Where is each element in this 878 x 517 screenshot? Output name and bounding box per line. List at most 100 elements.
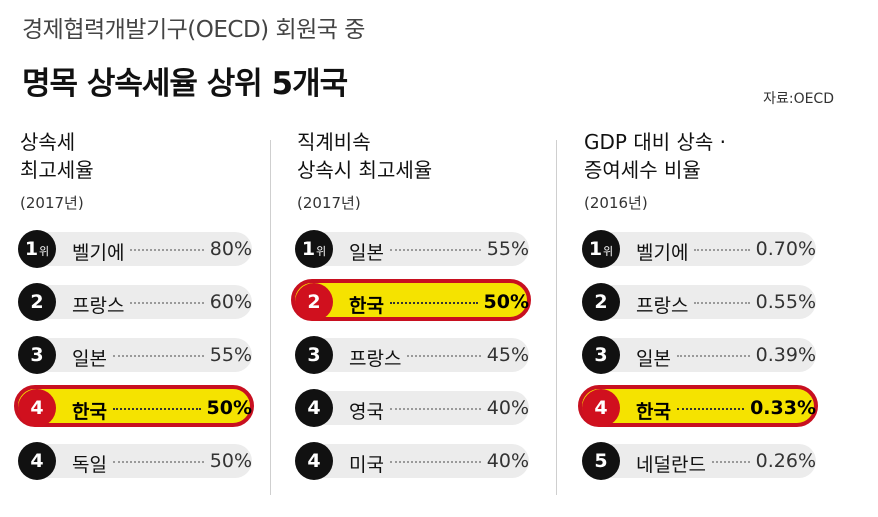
rank-suffix: 위 bbox=[603, 245, 614, 258]
ranking-row: 4 한국 0.33% bbox=[578, 385, 818, 429]
country-label: 한국 bbox=[349, 295, 384, 317]
leader-dots bbox=[694, 249, 750, 251]
leader-dots bbox=[390, 249, 481, 251]
country-label: 일본 bbox=[349, 242, 384, 264]
rank-number: 2 bbox=[594, 291, 608, 313]
ranking-row: 3 일본 0.39% bbox=[582, 336, 816, 376]
leader-dots bbox=[113, 355, 204, 357]
ranking-row: 1 위 벨기에 0.70% bbox=[582, 230, 816, 270]
country-label: 일본 bbox=[636, 348, 671, 370]
rank-badge: 3 bbox=[295, 336, 333, 374]
column-heading: 직계비속 상속시 최고세율 bbox=[297, 128, 529, 188]
ranking-row: 1 위 벨기에 80% bbox=[18, 230, 252, 270]
rank-number: 2 bbox=[30, 291, 44, 313]
ranking-list: 1 위 벨기에 0.70% 2 프랑스 0.55% 3 일본 0.39% 4 한국 0.33% 5 네덜란드… bbox=[578, 230, 818, 482]
value-label: 50% bbox=[209, 450, 252, 472]
country-label: 독일 bbox=[72, 454, 107, 476]
header: 경제협력개발기구(OECD) 회원국 중 명목 상속세율 상위 5개국 bbox=[22, 10, 365, 103]
country-label: 네덜란드 bbox=[636, 454, 706, 476]
leader-dots bbox=[130, 302, 204, 304]
ranking-row: 4 독일 50% bbox=[18, 442, 252, 482]
column-heading: 상속세 최고세율 bbox=[20, 128, 252, 188]
chart-title: 명목 상속세율 상위 5개국 bbox=[22, 66, 348, 102]
rank-number: 5 bbox=[594, 450, 608, 472]
value-label: 0.70% bbox=[755, 238, 816, 260]
rank-badge: 4 bbox=[18, 389, 56, 427]
column-heading-line2: 증여세수 비율 bbox=[584, 158, 701, 182]
ranking-row: 3 일본 55% bbox=[18, 336, 252, 376]
row-pill-background bbox=[14, 385, 254, 427]
chart-subtitle: 경제협력개발기구(OECD) 회원국 중 bbox=[22, 17, 365, 43]
country-label: 프랑스 bbox=[636, 295, 689, 317]
rank-number: 1 bbox=[301, 238, 316, 260]
value-label: 0.39% bbox=[755, 344, 816, 366]
rank-number: 3 bbox=[594, 344, 608, 366]
ranking-row: 4 미국 40% bbox=[295, 442, 529, 482]
ranking-row: 1 위 일본 55% bbox=[295, 230, 529, 270]
column-heading-line1: 직계비속 bbox=[297, 130, 371, 154]
rank-badge: 3 bbox=[18, 336, 56, 374]
value-label: 55% bbox=[209, 344, 252, 366]
value-label: 50% bbox=[483, 291, 529, 313]
value-label: 45% bbox=[486, 344, 529, 366]
rank-badge: 2 bbox=[582, 283, 620, 321]
leader-dots bbox=[677, 408, 744, 410]
column-divider bbox=[556, 140, 557, 495]
source-label: 자료:OECD bbox=[763, 91, 834, 107]
rank-badge: 2 bbox=[18, 283, 56, 321]
rank-number: 3 bbox=[30, 344, 44, 366]
row-pill-background bbox=[592, 444, 816, 478]
value-label: 0.33% bbox=[750, 397, 816, 419]
ranking-row: 2 프랑스 60% bbox=[18, 283, 252, 323]
country-label: 미국 bbox=[349, 454, 384, 476]
rank-number: 1 bbox=[588, 238, 603, 260]
ranking-list: 1 위 일본 55% 2 한국 50% 3 프랑스 45% 4 영국 40% 4 미국 40% bbox=[291, 230, 531, 482]
column-heading-line2: 최고세율 bbox=[20, 158, 94, 182]
column-direct-descendant-top-rate: 직계비속 상속시 최고세율 (2017년) 1 위 일본 55% 2 한국 50% 3 프랑스 4… bbox=[291, 128, 531, 495]
column-inheritance-tax-top-rate: 상속세 최고세율 (2017년) 1 위 벨기에 80% 2 프랑스 60% 3 일본 55% 4 한… bbox=[14, 128, 254, 495]
ranking-row: 4 영국 40% bbox=[295, 389, 529, 429]
column-heading-line2: 상속시 최고세율 bbox=[297, 158, 433, 182]
rank-number: 4 bbox=[30, 397, 44, 419]
row-pill-background bbox=[291, 279, 531, 321]
leader-dots bbox=[113, 408, 201, 410]
country-label: 한국 bbox=[636, 401, 671, 423]
rank-badge: 5 bbox=[582, 442, 620, 480]
rank-badge: 2 bbox=[295, 283, 333, 321]
rank-number: 3 bbox=[307, 344, 321, 366]
column-heading: GDP 대비 상속 · 증여세수 비율 bbox=[584, 128, 816, 188]
leader-dots bbox=[390, 302, 478, 304]
leader-dots bbox=[677, 355, 750, 357]
country-label: 일본 bbox=[72, 348, 107, 370]
column-year: (2016년) bbox=[584, 194, 648, 212]
value-label: 50% bbox=[206, 397, 252, 419]
rank-badge: 3 bbox=[582, 336, 620, 374]
country-label: 영국 bbox=[349, 401, 384, 423]
column-gdp-ratio: GDP 대비 상속 · 증여세수 비율 (2016년) 1 위 벨기에 0.70% 2 프… bbox=[578, 128, 818, 495]
country-label: 벨기에 bbox=[636, 242, 689, 264]
rank-number: 4 bbox=[30, 450, 44, 472]
column-divider bbox=[270, 140, 271, 495]
ranking-list: 1 위 벨기에 80% 2 프랑스 60% 3 일본 55% 4 한국 50% 4 독일 50% bbox=[14, 230, 254, 482]
rank-number: 1 bbox=[24, 238, 39, 260]
ranking-row: 2 프랑스 0.55% bbox=[582, 283, 816, 323]
value-label: 40% bbox=[486, 450, 529, 472]
country-label: 벨기에 bbox=[72, 242, 125, 264]
column-year: (2017년) bbox=[20, 194, 84, 212]
leader-dots bbox=[113, 461, 204, 463]
ranking-row: 3 프랑스 45% bbox=[295, 336, 529, 376]
value-label: 60% bbox=[209, 291, 252, 313]
column-heading-line1: 상속세 bbox=[20, 130, 76, 154]
rank-suffix: 위 bbox=[39, 245, 50, 258]
ranking-row: 5 네덜란드 0.26% bbox=[582, 442, 816, 482]
ranking-row: 2 한국 50% bbox=[291, 279, 531, 323]
value-label: 40% bbox=[486, 397, 529, 419]
leader-dots bbox=[390, 408, 481, 410]
leader-dots bbox=[694, 302, 750, 304]
rank-suffix: 위 bbox=[316, 245, 327, 258]
value-label: 80% bbox=[209, 238, 252, 260]
leader-dots bbox=[712, 461, 750, 463]
